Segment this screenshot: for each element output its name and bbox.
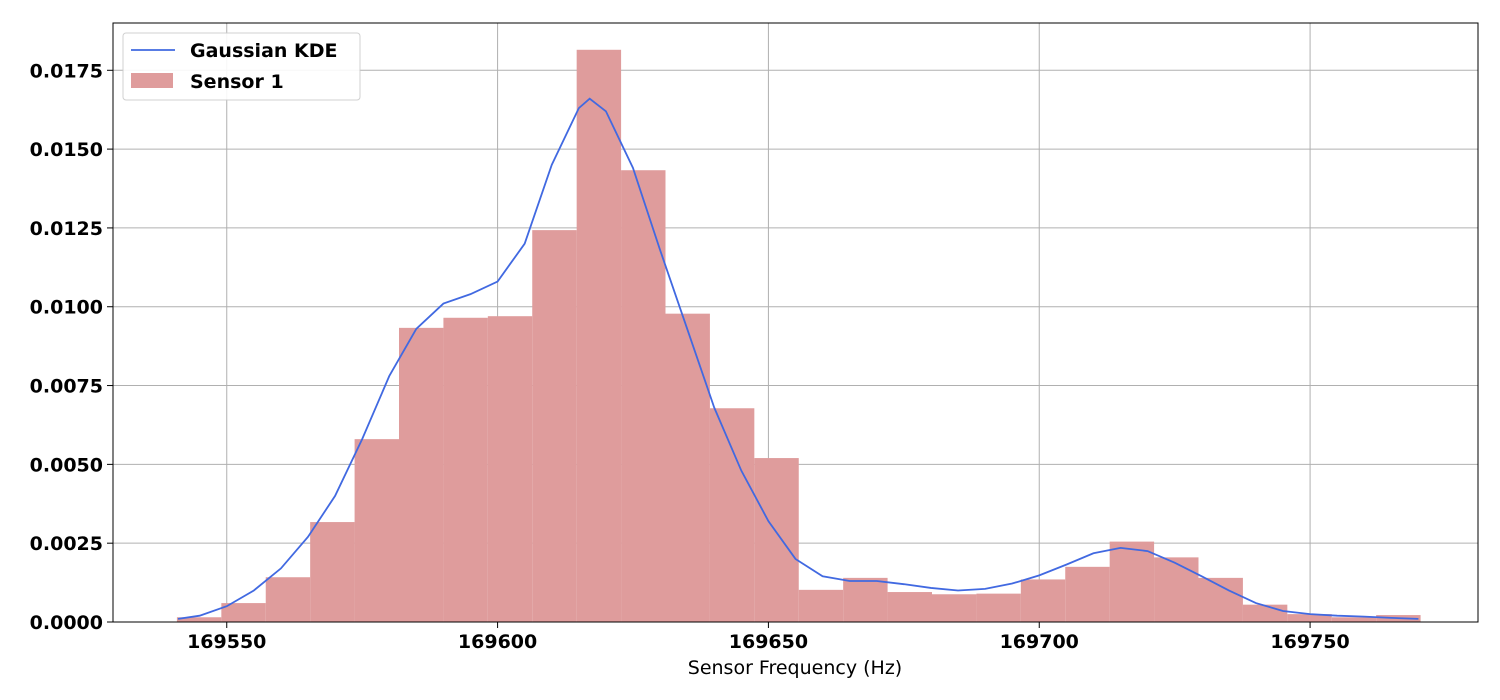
x-tick-label-2: 169650 (729, 631, 808, 653)
x-axis: 169550 169600 169650 169700 169750 (187, 622, 1350, 653)
histogram-bar-5 (399, 327, 444, 622)
kde-line (177, 97, 1419, 620)
histogram-bar-13 (754, 458, 799, 622)
histogram-bar-16 (887, 592, 932, 622)
y-tick-label-5: 0.0125 (30, 218, 103, 240)
y-tick-label-6: 0.0150 (30, 139, 103, 161)
histogram-bar-21 (1109, 541, 1155, 622)
legend-hist-swatch (131, 73, 173, 88)
histogram-bar-15 (843, 577, 888, 622)
histogram-bar-17 (932, 594, 977, 622)
legend-hist-label: Sensor 1 (190, 71, 284, 93)
histogram-bar-10 (621, 170, 666, 622)
histogram-bar-18 (976, 593, 1021, 622)
y-axis: 0.0000 0.0025 0.0050 0.0075 0.0100 0.0125 0.01… (30, 60, 113, 634)
histogram-bar-11 (665, 313, 710, 622)
histogram-bar-24 (1242, 604, 1288, 622)
x-tick-label-0: 169550 (187, 631, 266, 653)
y-tick-label-7: 0.0175 (30, 60, 103, 82)
histogram-bar-4 (354, 439, 399, 622)
plot-frame (112, 22, 1479, 623)
histogram-bar-26 (1331, 617, 1377, 622)
y-tick-label-2: 0.0050 (30, 454, 103, 476)
histogram-bar-1 (221, 603, 266, 622)
x-tick-label-4: 169750 (1270, 631, 1349, 653)
legend-box (122, 32, 361, 101)
histogram-bar-22 (1154, 557, 1199, 622)
x-axis-label: Sensor Frequency (Hz) (688, 657, 902, 679)
histogram-bar-2 (265, 577, 311, 622)
y-tick-label-0: 0.0000 (30, 612, 103, 634)
histogram-bar-3 (310, 522, 355, 622)
histogram-bar-14 (798, 589, 844, 622)
histogram-bar-19 (1020, 579, 1066, 622)
histogram-bar-20 (1065, 566, 1110, 622)
histogram-bar-9 (576, 49, 622, 623)
histogram-bar-7 (487, 316, 533, 622)
histogram-bar-12 (709, 408, 755, 622)
y-tick-label-3: 0.0075 (30, 376, 103, 398)
legend: Gaussian KDE Sensor 1 (122, 32, 361, 101)
histogram-bar-0 (176, 617, 222, 622)
histogram-bars (176, 49, 1421, 623)
x-tick-label-3: 169700 (1000, 631, 1079, 653)
grid (113, 23, 1478, 623)
y-tick-label-4: 0.0100 (30, 297, 103, 319)
histogram-bar-25 (1287, 614, 1332, 622)
legend-kde-label: Gaussian KDE (190, 40, 338, 62)
histogram-bar-6 (443, 317, 488, 622)
histogram-bar-8 (532, 230, 577, 622)
y-tick-label-1: 0.0025 (30, 533, 103, 555)
x-tick-label-1: 169600 (458, 631, 537, 653)
histogram-bar-23 (1198, 577, 1243, 622)
